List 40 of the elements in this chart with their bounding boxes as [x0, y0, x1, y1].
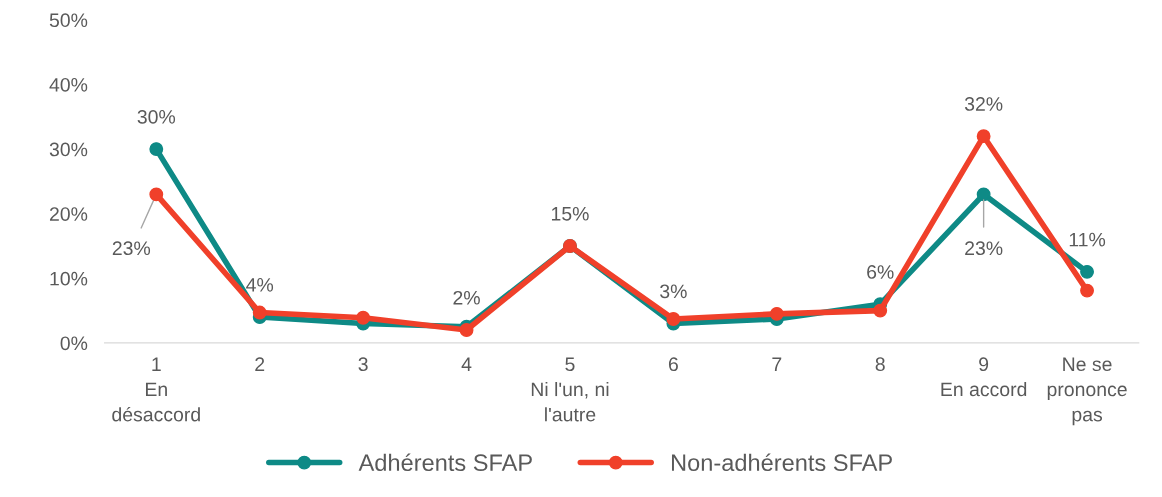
y-tick-label: 40%	[49, 77, 88, 92]
y-tick-label: 30%	[49, 142, 88, 157]
point	[1080, 264, 1094, 279]
x-tick-label: 4	[461, 357, 472, 371]
point	[666, 312, 681, 326]
data-label: 11%	[1069, 232, 1106, 247]
y-tick-label: 0%	[60, 336, 88, 351]
data-label: 2%	[453, 290, 480, 305]
y-tick-label: 20%	[49, 207, 88, 221]
data-label: 3%	[660, 284, 687, 299]
data-label: 6%	[867, 265, 894, 279]
legend-label: Non-adhérents SFAP	[671, 453, 892, 472]
data-label: 15%	[551, 207, 589, 221]
point	[149, 187, 164, 202]
x-tick-label: 2	[255, 357, 265, 371]
point	[976, 187, 991, 202]
point	[1080, 283, 1094, 298]
point	[976, 129, 991, 144]
point	[459, 323, 474, 337]
y-tick-label: 50%	[49, 13, 88, 28]
data-label: 32%	[964, 97, 1003, 111]
point	[356, 310, 371, 325]
y-tick-label: 10%	[50, 271, 88, 286]
data-label: 30%	[137, 109, 176, 124]
point	[769, 306, 784, 321]
x-tick-label: 3	[358, 357, 368, 372]
legend-label: Adhérents SFAP	[358, 453, 532, 472]
x-tick-label: 9 En accord	[941, 357, 1027, 397]
point	[149, 142, 164, 157]
data-label: 23%	[112, 241, 151, 256]
x-tick-label: 8	[875, 357, 885, 372]
x-tick-label: 6	[668, 357, 678, 372]
x-tick-label: 7	[772, 357, 782, 371]
x-tick-label: Ne se prononce pas	[1047, 357, 1127, 426]
point	[873, 303, 888, 318]
x-tick-label: 5 Ni l'un, ni l'autre	[531, 357, 609, 422]
x-tick-label: 1 En désaccord	[112, 357, 200, 422]
data-label: 23%	[965, 241, 1003, 256]
data-label: 4%	[246, 278, 274, 292]
point	[252, 305, 267, 320]
